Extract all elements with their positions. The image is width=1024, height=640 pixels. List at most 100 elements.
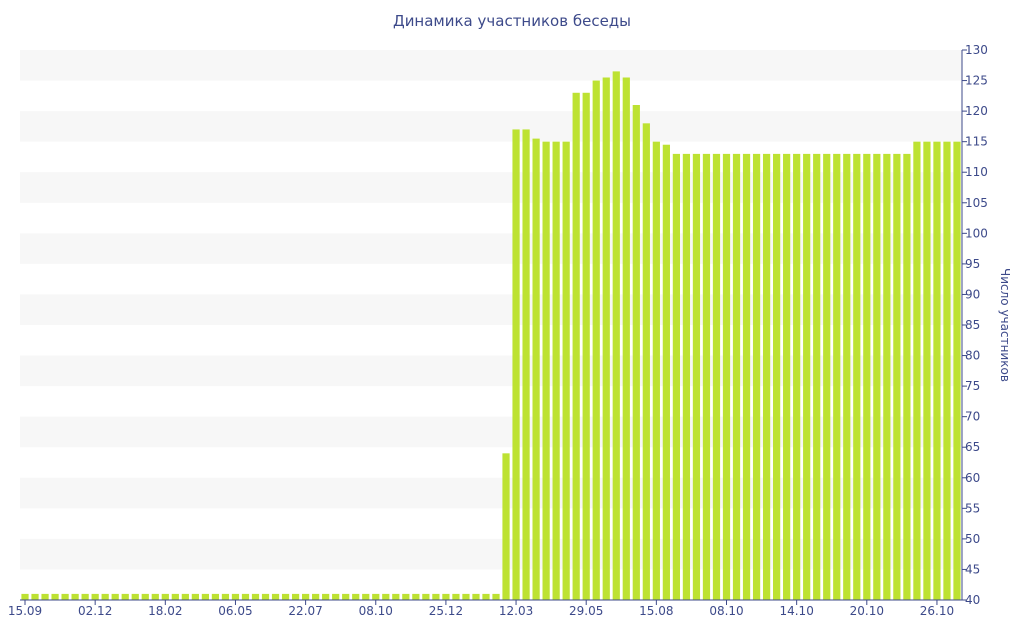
bar	[953, 141, 961, 601]
bar	[161, 593, 169, 600]
grid-band	[20, 294, 962, 325]
bar	[752, 153, 761, 600]
bar	[502, 453, 510, 600]
bar	[482, 593, 490, 600]
bar	[863, 153, 871, 600]
x-tick-label: 14.10	[779, 604, 813, 618]
x-tick-label: 06.05	[218, 604, 252, 618]
bar	[873, 153, 881, 600]
bar	[121, 593, 129, 600]
bar	[582, 92, 590, 600]
bar	[402, 593, 410, 600]
y-tick-label: 85	[965, 318, 980, 332]
bar	[823, 153, 831, 600]
bar	[522, 129, 530, 600]
y-tick-label: 80	[965, 349, 980, 363]
bar	[51, 593, 59, 600]
x-tick-label: 02.12	[78, 604, 112, 618]
bar	[712, 153, 721, 600]
grid-band	[20, 111, 962, 142]
bar	[622, 77, 630, 600]
bar	[332, 593, 340, 600]
bar	[111, 593, 119, 600]
bar	[612, 71, 620, 600]
y-tick-label: 120	[965, 104, 988, 118]
bar	[141, 593, 149, 600]
bar	[762, 153, 771, 600]
bar	[783, 153, 791, 600]
x-tick-label: 25.12	[429, 604, 463, 618]
y-tick-label: 75	[965, 379, 980, 393]
bar	[702, 153, 711, 600]
bar	[722, 153, 731, 600]
y-tick-label: 115	[965, 135, 988, 149]
bar	[923, 141, 931, 601]
grid-band	[20, 477, 962, 509]
bar	[442, 593, 450, 600]
bar	[532, 138, 540, 601]
bar	[512, 129, 520, 600]
grid-band	[20, 355, 962, 387]
bar	[883, 153, 891, 600]
bar	[191, 593, 199, 600]
bars	[21, 71, 961, 601]
bar	[382, 593, 390, 600]
y-axis-label-wrap: Число участников	[998, 268, 1014, 388]
bar	[271, 593, 280, 600]
y-tick-label: 125	[965, 74, 988, 88]
bar	[462, 593, 470, 600]
bar	[71, 593, 79, 600]
y-axis-label: Число участников	[998, 268, 1012, 382]
bar	[372, 593, 380, 600]
bar	[392, 593, 400, 600]
bar	[91, 593, 99, 600]
y-ticks: 40 45 50 55 60 65 70 75 80 85 90 95 100 105 110 115 120 1…	[962, 43, 988, 607]
y-tick-label: 45	[965, 562, 980, 576]
y-tick-label: 55	[965, 501, 980, 515]
bar	[682, 153, 691, 600]
bar	[572, 92, 580, 600]
bar	[742, 153, 751, 600]
y-tick-label: 50	[965, 532, 980, 546]
bar	[61, 593, 69, 600]
y-tick-label: 110	[965, 165, 988, 179]
bar	[602, 77, 610, 600]
y-tick-label: 130	[965, 43, 988, 57]
x-tick-label: 26.10	[920, 604, 954, 618]
x-tick-label: 22.07	[288, 604, 322, 618]
bar	[692, 153, 701, 600]
x-tick-label: 18.02	[148, 604, 182, 618]
bar	[261, 593, 270, 600]
bar	[322, 593, 330, 600]
bar	[813, 153, 821, 600]
bar	[843, 153, 851, 600]
bar	[652, 141, 660, 601]
bar	[833, 153, 841, 600]
bar	[101, 593, 109, 600]
bar	[362, 593, 370, 600]
x-tick-label: 15.09	[8, 604, 42, 618]
bar	[342, 593, 350, 600]
bar	[773, 153, 781, 600]
bar	[81, 593, 89, 600]
y-tick-label: 60	[965, 471, 980, 485]
bar	[291, 593, 300, 600]
grid-band	[20, 50, 962, 81]
bar	[943, 141, 951, 601]
y-tick-label: 90	[965, 287, 980, 301]
grid-band	[20, 538, 962, 570]
bar	[632, 105, 640, 600]
bar	[422, 593, 430, 600]
y-tick-label: 70	[965, 410, 980, 424]
bar	[592, 80, 600, 600]
bar	[131, 593, 139, 600]
x-tick-label: 12.03	[499, 604, 533, 618]
bar	[412, 593, 420, 600]
bar	[432, 593, 440, 600]
bar	[642, 123, 650, 600]
bar	[181, 593, 189, 600]
bar	[853, 153, 861, 600]
bar	[151, 593, 159, 600]
bar	[171, 593, 179, 600]
